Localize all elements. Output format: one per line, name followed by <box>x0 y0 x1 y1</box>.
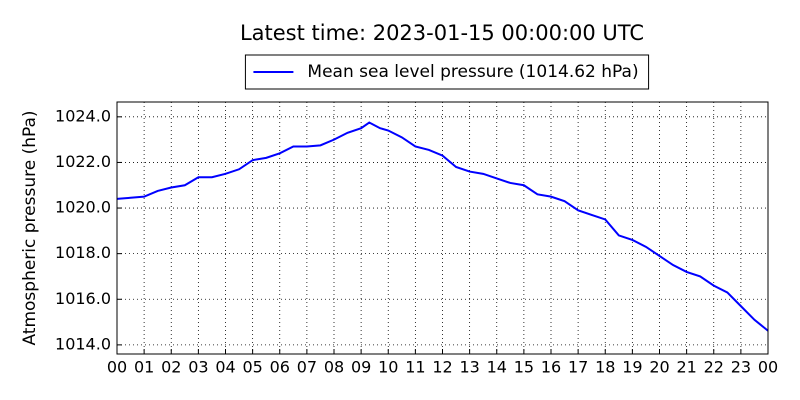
x-tick-label: 18 <box>595 358 615 377</box>
y-tick-label: 1014.0 <box>55 334 111 353</box>
x-tick-label: 10 <box>378 358 398 377</box>
x-tick-label: 13 <box>459 358 479 377</box>
x-tick-label: 17 <box>568 358 588 377</box>
y-tick-label: 1022.0 <box>55 152 111 171</box>
x-tick-label: 06 <box>270 358 290 377</box>
plot-frame <box>116 101 769 355</box>
x-tick-label: 02 <box>161 358 181 377</box>
legend-box <box>244 54 650 90</box>
x-tick-label: 00 <box>107 358 127 377</box>
chart-title: Latest time: 2023-01-15 00:00:00 UTC <box>240 21 644 45</box>
line <box>116 121 769 332</box>
x-tick-label: 16 <box>541 358 561 377</box>
x-tick-label: 23 <box>731 358 751 377</box>
x-tick-label: 01 <box>134 358 154 377</box>
x-tick-label: 04 <box>215 358 235 377</box>
x-tick-label: 00 <box>758 358 778 377</box>
x-tick-label: 07 <box>297 358 317 377</box>
x-tick-label: 11 <box>405 358 425 377</box>
x-tick-label: 20 <box>649 358 669 377</box>
y-axis-label: Atmospheric pressure (hPa) <box>20 110 40 345</box>
x-tick-label: 05 <box>242 358 262 377</box>
x-tick-label: 08 <box>324 358 344 377</box>
x-tick-label: 19 <box>622 358 642 377</box>
y-tick-label: 1024.0 <box>55 106 111 125</box>
x-tick-label: 09 <box>351 358 371 377</box>
y-tick-label: 1020.0 <box>55 198 111 217</box>
y-tick-label: 1018.0 <box>55 243 111 262</box>
x-tick-label: 14 <box>487 358 507 377</box>
x-tick-label: 03 <box>188 358 208 377</box>
x-tick-label: 15 <box>514 358 534 377</box>
x-tick-label: 21 <box>676 358 696 377</box>
y-tick-label: 1016.0 <box>55 289 111 308</box>
legend-label: Mean sea level pressure (1014.62 hPa) <box>307 62 638 82</box>
x-tick-label: 12 <box>432 358 452 377</box>
x-tick-label: 22 <box>704 358 724 377</box>
